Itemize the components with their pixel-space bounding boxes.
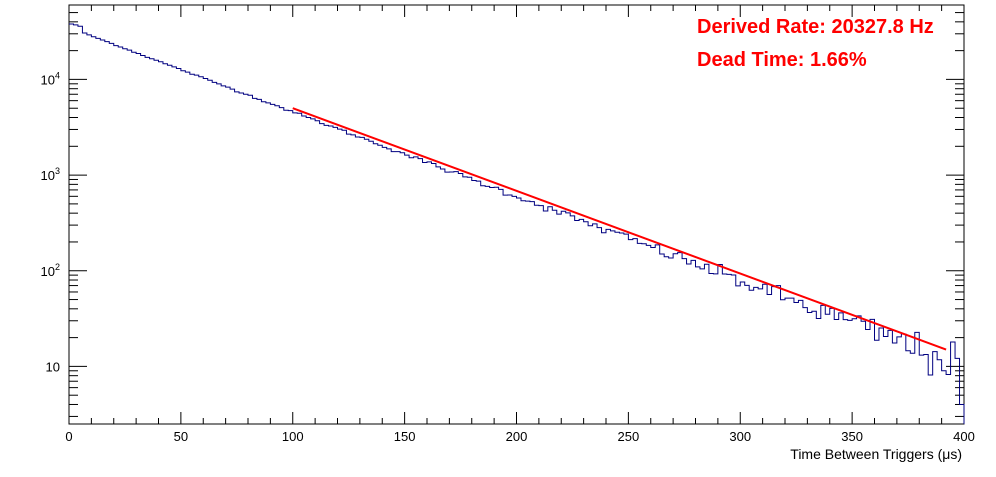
fit-line [292,107,947,351]
annotation-dead-time: Dead Time: 1.66% [697,49,867,71]
y-tick-label: 102 [41,262,60,279]
x-axis-label: Time Between Triggers (μs) [790,446,962,462]
y-tick-label: 103 [41,166,60,183]
x-tick-label: 250 [618,429,640,444]
fit-layer [292,107,947,351]
x-tick-label: 0 [65,429,72,444]
x-tick-label: 200 [506,429,528,444]
x-tick-label: 300 [729,429,751,444]
histogram-layer [69,23,965,424]
x-tick-label: 50 [174,429,188,444]
y-tick-exponent: 3 [55,166,60,176]
y-tick-exponent: 4 [55,70,60,80]
x-tick-label: 400 [953,429,975,444]
annotation-derived-rate: Derived Rate: 20327.8 Hz [697,16,934,38]
y-tick-label: 104 [41,70,60,87]
y-tick-exponent: 2 [55,262,60,272]
x-tick-label: 100 [282,429,304,444]
x-tick-label: 350 [841,429,863,444]
axes-layer: 0 50 100 150 200 250 300 350 400 10 102 103 104 [41,4,975,444]
histogram-series [69,23,965,424]
x-tick-label: 150 [394,429,416,444]
y-tick-label: 10 [46,359,60,374]
